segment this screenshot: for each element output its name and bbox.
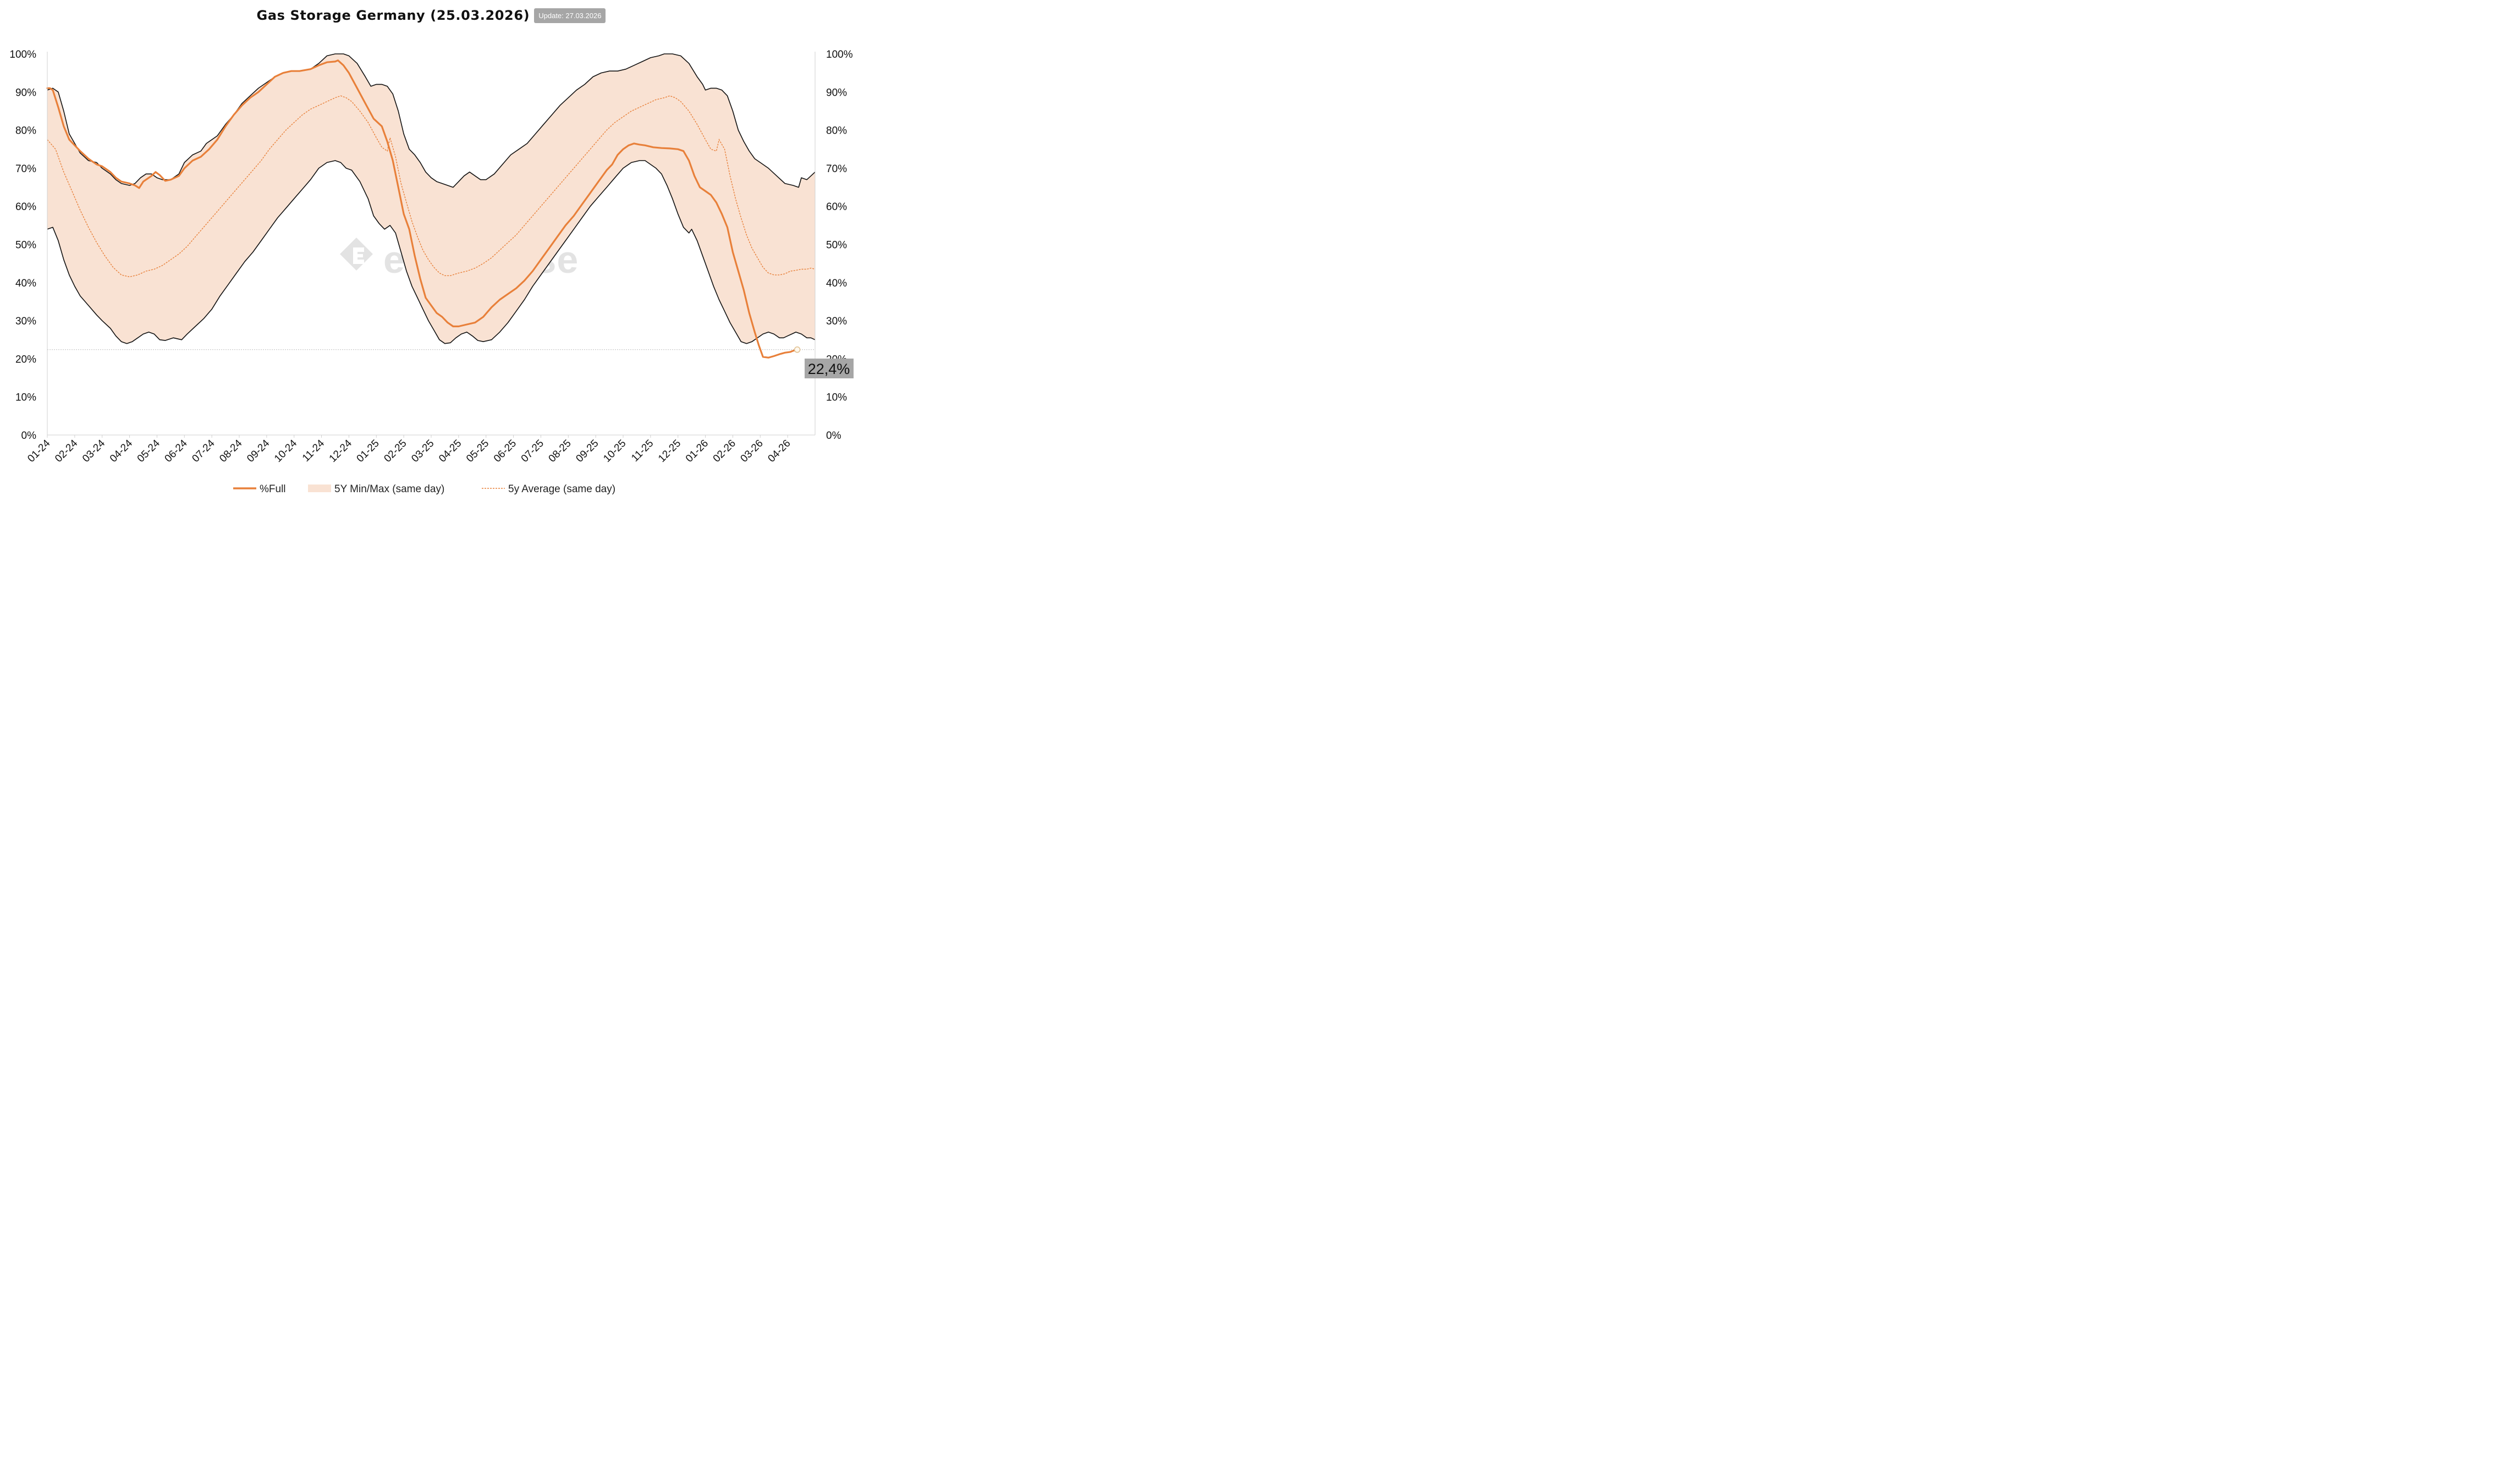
x-tick-label: 07-25	[519, 438, 546, 465]
y-tick-label-right: 80%	[826, 125, 847, 137]
x-tick-label: 06-24	[163, 437, 190, 465]
x-tick-label: 04-25	[437, 438, 464, 465]
y-tick-label-left: 20%	[15, 354, 36, 365]
series-5y-min-line	[47, 160, 816, 344]
y-tick-label-left: 30%	[15, 316, 36, 327]
y-tick-label-left: 70%	[15, 163, 36, 175]
x-tick-label: 02-25	[382, 438, 409, 465]
x-tick-label: 08-25	[547, 438, 574, 465]
last-value-marker	[794, 346, 801, 353]
x-tick-label: 12-24	[327, 437, 355, 465]
y-tick-label-left: 80%	[15, 125, 36, 137]
legend-average-label: 5y Average (same day)	[508, 483, 615, 495]
x-tick-label: 04-24	[108, 437, 135, 465]
x-tick-label: 03-26	[739, 438, 766, 465]
x-tick-label: 08-24	[217, 437, 245, 465]
y-tick-label-right: 90%	[826, 87, 847, 98]
x-tick-label: 05-25	[464, 438, 491, 465]
y-tick-label-right: 60%	[826, 201, 847, 213]
x-tick-label: 04-26	[766, 438, 793, 465]
y-tick-label-left: 40%	[15, 278, 36, 289]
series-5y-max-line	[47, 53, 816, 188]
minmax-band	[47, 54, 815, 344]
y-tick-label-right: 10%	[826, 392, 847, 404]
y-tick-label-right: 0%	[826, 430, 841, 442]
y-tick-label-left: 90%	[15, 87, 36, 98]
chart-svg: enerchase 0%0%10%10%20%20%30%30%40%40%50…	[9, 49, 854, 495]
x-tick-label: 03-25	[409, 438, 436, 465]
x-tick-label: 05-24	[135, 437, 163, 465]
legend-minmax-swatch	[308, 485, 331, 492]
y-tick-label-left: 100%	[9, 49, 36, 60]
y-tick-label-left: 10%	[15, 392, 36, 404]
y-tick-label-right: 40%	[826, 278, 847, 289]
plot-area	[46, 53, 816, 359]
series-5y-average-line	[47, 95, 816, 278]
x-tick-label: 11-24	[300, 437, 327, 464]
x-tick-label: 09-24	[245, 437, 272, 465]
chart-title: Gas Storage Germany (25.03.2026)	[256, 8, 530, 23]
x-tick-label: 01-26	[684, 438, 711, 465]
last-value-callout: 22,4%	[805, 359, 854, 378]
x-tick-label: 06-25	[492, 438, 519, 465]
x-tick-label: 02-24	[53, 437, 80, 465]
y-tick-label-right: 30%	[826, 316, 847, 327]
title-row: Gas Storage Germany (25.03.2026) Update:…	[0, 7, 862, 24]
x-tick-label: 09-25	[574, 438, 601, 465]
last-value-box	[805, 359, 854, 378]
legend-full-label: %Full	[260, 483, 286, 495]
chart-page: Gas Storage Germany (25.03.2026) Update:…	[0, 0, 862, 504]
x-tick-label: 10-24	[272, 437, 300, 465]
x-tick-label: 11-25	[629, 438, 656, 464]
x-tick-label: 03-24	[80, 437, 108, 465]
x-tick-label: 12-25	[656, 438, 683, 465]
last-value-text: 22,4%	[808, 361, 850, 377]
y-tick-label-right: 50%	[826, 240, 847, 251]
series-full-line	[46, 59, 799, 359]
y-tick-label-left: 60%	[15, 201, 36, 213]
legend-minmax-label: 5Y Min/Max (same day)	[334, 483, 444, 495]
x-tick-label: 02-26	[711, 438, 738, 465]
y-tick-label-left: 50%	[15, 240, 36, 251]
enerchase-logo-icon	[340, 238, 373, 271]
x-tick-label: 07-24	[190, 437, 217, 465]
y-tick-label-left: 0%	[21, 430, 37, 442]
y-tick-label-right: 70%	[826, 163, 847, 175]
legend: %Full 5Y Min/Max (same day) 5y Average (sa…	[233, 483, 615, 495]
y-tick-label-right: 100%	[826, 49, 853, 60]
x-tick-label: 10-25	[601, 438, 628, 465]
x-tick-label: 01-25	[355, 438, 382, 465]
update-badge: Update: 27.03.2026	[534, 8, 606, 23]
